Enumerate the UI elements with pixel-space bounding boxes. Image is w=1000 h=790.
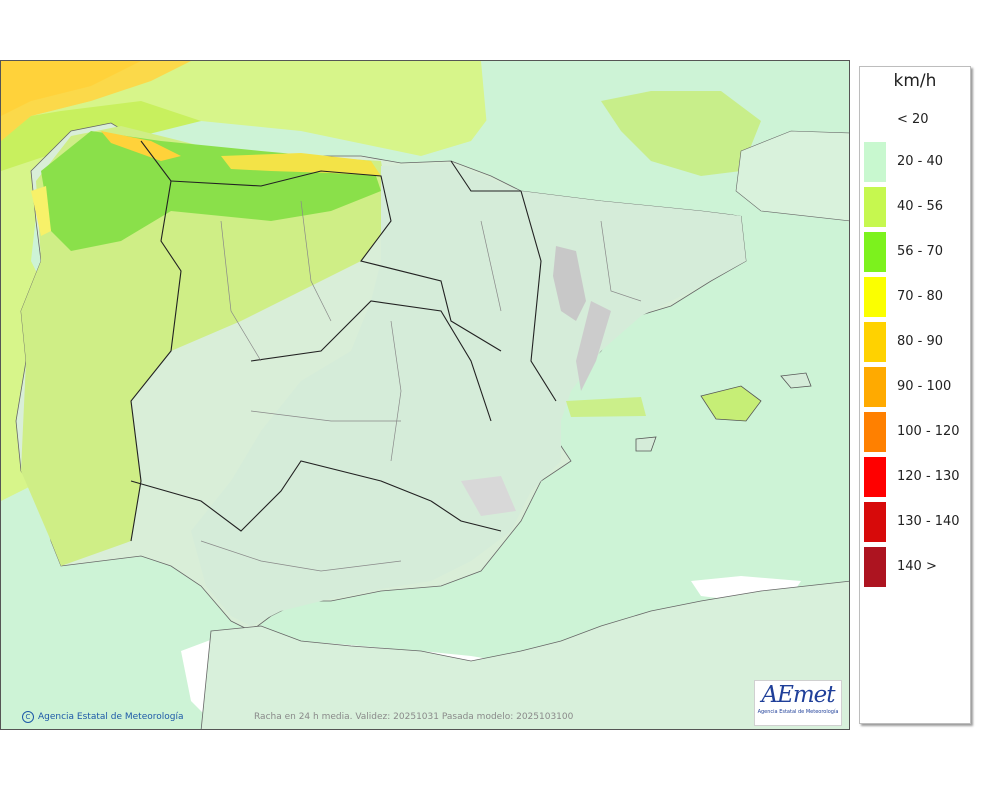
legend-row: 90 - 100 bbox=[864, 367, 968, 407]
galicia-coast-zone bbox=[31, 186, 51, 236]
region-borders bbox=[130, 140, 557, 542]
legend-label: 70 - 80 bbox=[897, 289, 944, 304]
legend-label: 120 - 130 bbox=[897, 469, 960, 484]
credit-text: Agencia Estatal de Meteorología bbox=[38, 712, 184, 722]
legend-label: 100 - 120 bbox=[897, 424, 960, 439]
logo-subtext: Agencia Estatal de Meteorología bbox=[757, 709, 839, 715]
north-africa-coast bbox=[200, 580, 849, 729]
legend-label: 56 - 70 bbox=[897, 244, 944, 259]
legend-swatch bbox=[864, 100, 886, 140]
legend-label: 90 - 100 bbox=[897, 379, 952, 394]
legend-swatch bbox=[864, 367, 886, 407]
wind-gust-map[interactable] bbox=[0, 60, 850, 730]
legend-row: 140 > bbox=[864, 547, 968, 587]
menorca-island[interactable] bbox=[780, 372, 812, 389]
france-coast bbox=[735, 130, 849, 222]
copyright-icon: C bbox=[22, 711, 34, 723]
cantabrian-peak-zone bbox=[221, 153, 381, 176]
legend-row: 70 - 80 bbox=[864, 277, 968, 317]
legend-swatch bbox=[864, 502, 886, 542]
legend-row: 80 - 90 bbox=[864, 322, 968, 362]
legend-label: 130 - 140 bbox=[897, 514, 960, 529]
ibiza-island[interactable] bbox=[635, 436, 657, 452]
province-borders bbox=[200, 200, 642, 572]
northwest-core-area bbox=[1, 61, 141, 116]
legend-unit: km/h bbox=[893, 71, 937, 91]
logo-mark: AEmet bbox=[761, 682, 835, 708]
legend-swatch bbox=[864, 412, 886, 452]
southeast-relief bbox=[461, 476, 516, 516]
legend-swatch bbox=[864, 547, 886, 587]
mallorca-island[interactable] bbox=[700, 385, 762, 422]
france-gust-zone bbox=[601, 91, 761, 176]
legend-row: 40 - 56 bbox=[864, 187, 968, 227]
legend-swatch bbox=[864, 187, 886, 227]
legend-row: 120 - 130 bbox=[864, 457, 968, 497]
northern-peak-zone bbox=[101, 131, 181, 161]
legend-label: 80 - 90 bbox=[897, 334, 944, 349]
map-canvas bbox=[1, 61, 849, 729]
map-legend: km/h < 20 20 - 40 40 - 56 56 - 70 70 - 8… bbox=[859, 66, 971, 724]
balearic-sea-zone bbox=[566, 397, 646, 417]
legend-swatch bbox=[864, 322, 886, 362]
legend-label: 40 - 56 bbox=[897, 199, 944, 214]
aemet-credit[interactable]: C Agencia Estatal de Meteorología bbox=[22, 711, 184, 723]
legend-row: 130 - 140 bbox=[864, 502, 968, 542]
legend-swatch bbox=[864, 142, 886, 182]
central-east-20-40-area bbox=[191, 163, 746, 626]
legend-swatch bbox=[864, 277, 886, 317]
east-coast-relief bbox=[576, 301, 611, 391]
aemet-logo[interactable]: AEmet Agencia Estatal de Meteorología bbox=[754, 680, 842, 726]
legend-label: 140 > bbox=[897, 559, 937, 574]
legend-label: 20 - 40 bbox=[897, 154, 944, 169]
legend-swatch bbox=[864, 232, 886, 272]
iberian-range-relief bbox=[553, 246, 586, 321]
legend-row: < 20 bbox=[864, 100, 968, 140]
map-caption: Racha en 24 h media. Validez: 20251031 P… bbox=[254, 712, 574, 722]
legend-label: < 20 bbox=[897, 112, 929, 127]
legend-row: 20 - 40 bbox=[864, 142, 968, 182]
legend-row: 56 - 70 bbox=[864, 232, 968, 272]
legend-swatch bbox=[864, 457, 886, 497]
legend-row: 100 - 120 bbox=[864, 412, 968, 452]
